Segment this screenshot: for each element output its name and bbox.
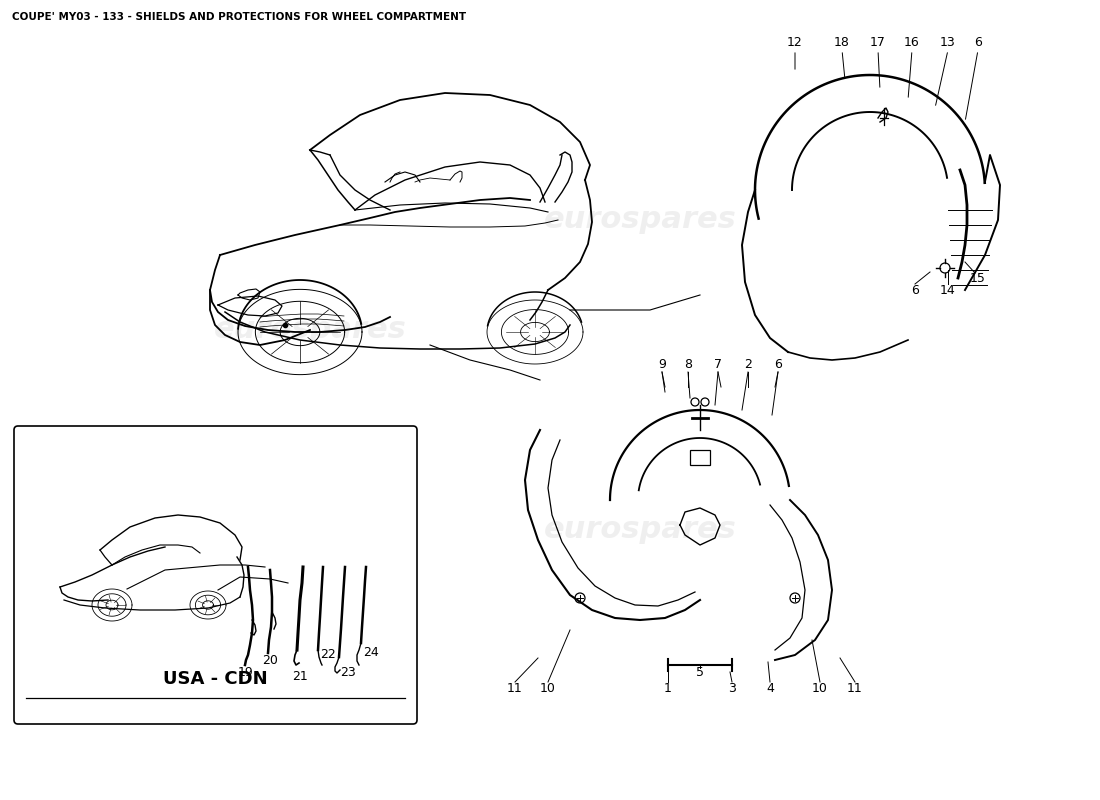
Text: eurospares: eurospares — [213, 315, 406, 345]
Text: 13: 13 — [940, 35, 956, 49]
Text: 20: 20 — [262, 654, 278, 667]
Text: 14: 14 — [940, 283, 956, 297]
Text: 18: 18 — [834, 35, 850, 49]
Text: 2: 2 — [744, 358, 752, 371]
Text: 11: 11 — [507, 682, 522, 694]
Text: 10: 10 — [812, 682, 828, 694]
Text: USA - CDN: USA - CDN — [163, 670, 267, 688]
Text: 8: 8 — [684, 358, 692, 371]
Text: 5: 5 — [696, 666, 704, 678]
Text: 9: 9 — [658, 358, 666, 371]
Text: 16: 16 — [904, 35, 920, 49]
Text: 23: 23 — [340, 666, 356, 679]
FancyBboxPatch shape — [14, 426, 417, 724]
Text: COUPE' MY03 - 133 - SHIELDS AND PROTECTIONS FOR WHEEL COMPARTMENT: COUPE' MY03 - 133 - SHIELDS AND PROTECTI… — [12, 12, 466, 22]
Text: 19: 19 — [238, 666, 254, 679]
Text: 17: 17 — [870, 35, 886, 49]
Text: eurospares: eurospares — [543, 515, 736, 545]
Text: 21: 21 — [293, 670, 308, 683]
Text: 12: 12 — [788, 35, 803, 49]
Text: 3: 3 — [728, 682, 736, 694]
Text: 6: 6 — [975, 35, 982, 49]
Text: 22: 22 — [320, 649, 336, 662]
Text: 15: 15 — [970, 271, 986, 285]
Text: 6: 6 — [911, 283, 918, 297]
Text: eurospares: eurospares — [543, 206, 736, 234]
Text: 6: 6 — [774, 358, 782, 371]
Bar — [690, 450, 710, 465]
Text: 7: 7 — [714, 358, 722, 371]
Text: 24: 24 — [363, 646, 378, 659]
Text: 11: 11 — [847, 682, 862, 694]
Text: 4: 4 — [766, 682, 774, 694]
Text: 10: 10 — [540, 682, 556, 694]
Text: 1: 1 — [664, 682, 672, 694]
